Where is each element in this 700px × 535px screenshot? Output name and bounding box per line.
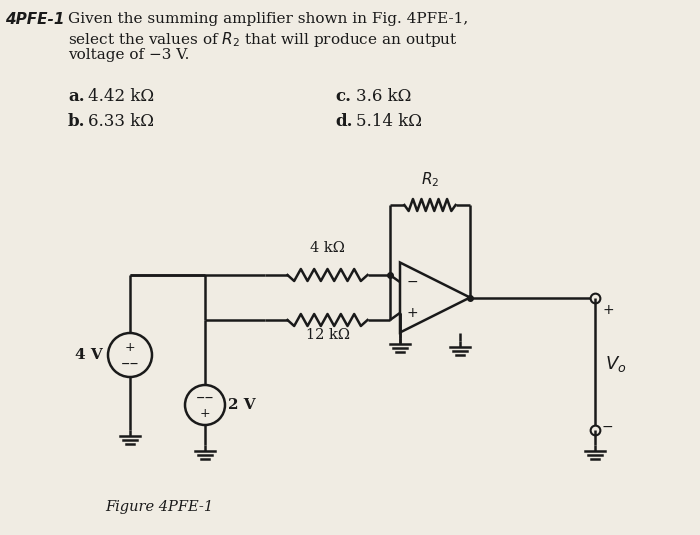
Text: a.: a. [68,88,85,105]
Text: $R_2$: $R_2$ [421,170,439,189]
Text: 4 kΩ: 4 kΩ [310,241,345,255]
Text: −−: −− [195,393,214,403]
Text: −: − [602,420,614,434]
Text: +: + [602,302,614,317]
Text: 4.42 kΩ: 4.42 kΩ [88,88,154,105]
Text: +: + [199,407,210,420]
Text: −−: −− [120,359,139,369]
Text: select the values of $R_2$ that will produce an output: select the values of $R_2$ that will pro… [68,30,458,49]
Text: 4PFE-1: 4PFE-1 [5,12,64,27]
Text: $V_o$: $V_o$ [605,354,626,374]
Text: 3.6 kΩ: 3.6 kΩ [356,88,412,105]
Text: 5.14 kΩ: 5.14 kΩ [356,113,422,130]
Text: c.: c. [335,88,351,105]
Text: −: − [406,275,418,289]
Text: voltage of −3 V.: voltage of −3 V. [68,48,190,62]
Text: Given the summing amplifier shown in Fig. 4PFE-1,: Given the summing amplifier shown in Fig… [68,12,468,26]
Text: b.: b. [68,113,85,130]
Text: Figure 4PFE-1: Figure 4PFE-1 [105,500,213,514]
Text: +: + [406,306,418,320]
Text: 12 kΩ: 12 kΩ [305,328,349,342]
Text: d.: d. [335,113,353,130]
Text: 6.33 kΩ: 6.33 kΩ [88,113,154,130]
Text: 2 V: 2 V [228,398,256,412]
Text: +: + [125,341,135,354]
Text: 4 V: 4 V [76,348,103,362]
Polygon shape [400,263,470,332]
